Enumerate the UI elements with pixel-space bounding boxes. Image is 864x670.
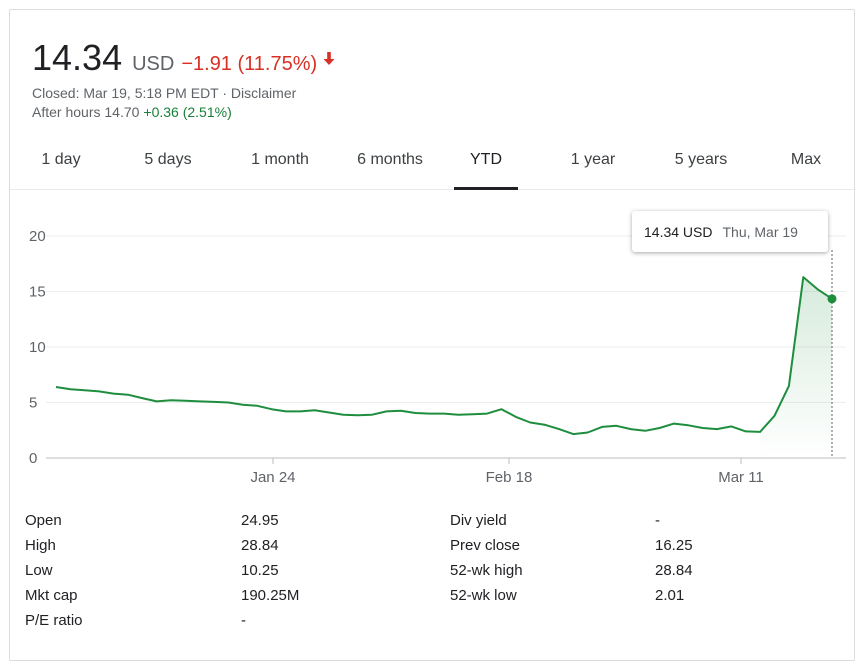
chart-tooltip: 14.34 USD Thu, Mar 19 xyxy=(632,211,828,252)
x-tick-label: Jan 24 xyxy=(250,469,295,486)
stat-label: Low xyxy=(25,562,53,579)
stat-label: High xyxy=(25,537,56,554)
price-area-fill xyxy=(760,277,832,458)
stat-value: 16.25 xyxy=(655,537,693,554)
hover-point xyxy=(827,294,837,304)
y-tick-label: 5 xyxy=(29,395,37,412)
stat-value: 190.25M xyxy=(241,587,300,604)
y-tick-label: 20 xyxy=(29,228,46,245)
tab-5-years[interactable]: 5 years xyxy=(674,151,728,168)
stat-label: Mkt cap xyxy=(25,587,78,604)
stat-label: P/E ratio xyxy=(25,612,83,629)
after-hours-change: +0.36 (2.51%) xyxy=(143,104,232,120)
tab-6-months[interactable]: 6 months xyxy=(357,151,423,168)
tab-5-days[interactable]: 5 days xyxy=(144,151,192,168)
stat-value: 24.95 xyxy=(241,512,279,529)
stat-label: 52-wk low xyxy=(450,587,517,604)
stat-value: 28.84 xyxy=(655,562,693,579)
tab-1-month[interactable]: 1 month xyxy=(251,151,309,168)
stock-quote-card: 14.34 USD −1.91 (11.75%) Closed: Mar 19,… xyxy=(9,9,856,661)
stat-label: Open xyxy=(25,512,62,529)
x-tick-label: Mar 11 xyxy=(718,469,764,486)
y-tick-label: 15 xyxy=(29,284,46,301)
price-chart[interactable]: 0 5 10 15 20 Jan 24 Feb 18 Mar 11 xyxy=(0,0,864,500)
arrow-down-icon xyxy=(323,52,335,65)
tooltip-price: 14.34 USD xyxy=(644,223,713,240)
tab-1-day[interactable]: 1 day xyxy=(41,151,81,168)
y-tick-label: 10 xyxy=(29,339,46,356)
x-tick-label: Feb 18 xyxy=(486,469,533,486)
after-hours-label: After hours 14.70 xyxy=(32,104,140,120)
y-tick-label: 0 xyxy=(29,450,37,467)
stat-label: Div yield xyxy=(450,512,507,529)
tab-max[interactable]: Max xyxy=(790,151,822,168)
stat-value: 2.01 xyxy=(655,587,685,604)
price-row: 14.34 USD −1.91 (11.75%) xyxy=(32,37,335,79)
currency-label: USD xyxy=(132,53,175,75)
stat-value: - xyxy=(655,512,660,529)
stat-label: 52-wk high xyxy=(450,562,523,579)
stat-value: 10.25 xyxy=(241,562,279,579)
stat-value: 28.84 xyxy=(241,537,279,554)
stat-label: Prev close xyxy=(450,537,521,554)
stat-value: - xyxy=(241,612,246,629)
current-price: 14.34 xyxy=(32,37,123,78)
tooltip-date: Thu, Mar 19 xyxy=(722,223,798,240)
time-range-tabs: 1 day 5 days 1 month 6 months YTD 1 year… xyxy=(10,138,856,190)
market-status: Closed: Mar 19, 5:18 PM EDT · Disclaimer xyxy=(32,85,297,101)
after-hours: After hours 14.70 +0.36 (2.51%) xyxy=(32,104,232,120)
price-change: −1.91 (11.75%) xyxy=(181,53,318,75)
price-series-line xyxy=(55,276,833,436)
tab-1-year[interactable]: 1 year xyxy=(570,151,616,168)
tab-ytd[interactable]: YTD xyxy=(454,138,518,190)
